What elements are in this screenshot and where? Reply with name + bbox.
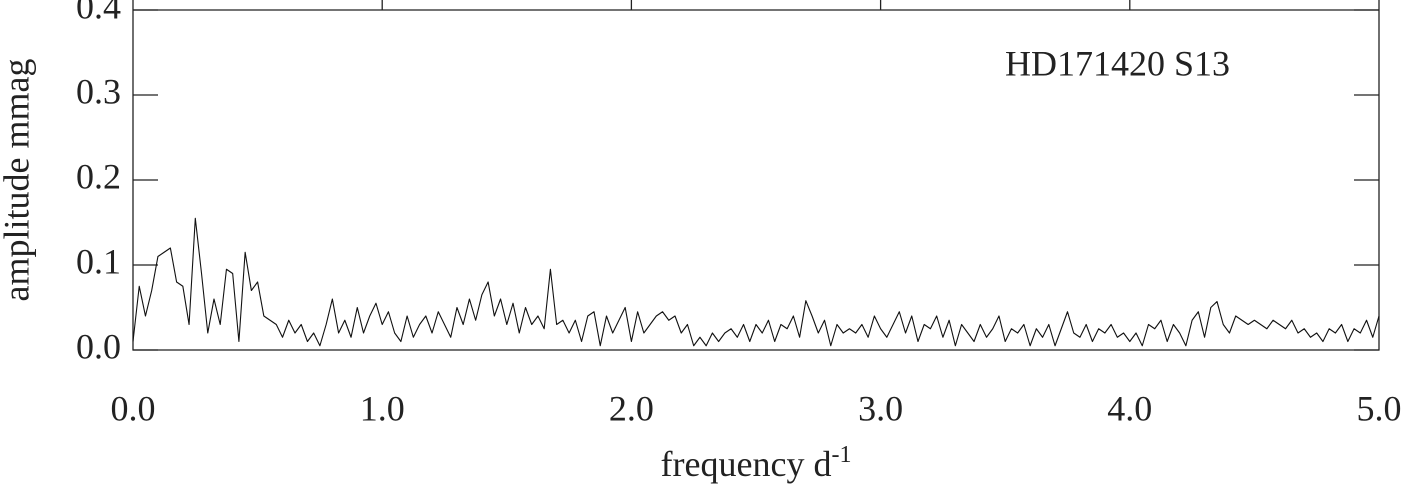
y-tick-label: 0.2 bbox=[76, 156, 121, 196]
annotation: HD171420 S13 bbox=[1005, 43, 1230, 83]
x-tick-label: 5.0 bbox=[1357, 388, 1402, 428]
x-tick-label: 3.0 bbox=[858, 388, 903, 428]
x-tick-label: 2.0 bbox=[609, 388, 654, 428]
y-axis-label: amplitude mmag bbox=[0, 59, 36, 302]
y-tick-label: 0.3 bbox=[76, 71, 121, 111]
y-tick-label: 0.4 bbox=[76, 0, 121, 26]
y-tick-label: 0.1 bbox=[76, 241, 121, 281]
x-axis-label-superscript: -1 bbox=[831, 442, 851, 468]
spectrum-line bbox=[132, 217, 1380, 347]
x-tick-label: 0.0 bbox=[111, 388, 156, 428]
x-axis-label: frequency d-1 bbox=[661, 442, 852, 485]
x-axis-label-text: frequency d bbox=[661, 444, 832, 484]
y-tick-label: 0.0 bbox=[76, 326, 121, 366]
x-tick-label: 1.0 bbox=[360, 388, 405, 428]
x-tick-label: 4.0 bbox=[1107, 388, 1152, 428]
